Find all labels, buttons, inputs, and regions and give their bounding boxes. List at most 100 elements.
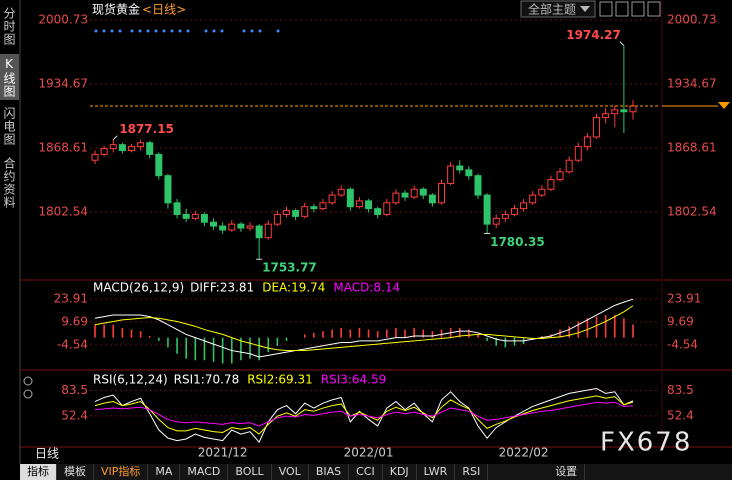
candle-body <box>419 188 427 196</box>
tab[interactable]: KDJ <box>383 464 417 480</box>
candle-body <box>273 213 281 225</box>
legend-title: 现货黄金 <box>92 2 140 17</box>
dropdown-icon[interactable] <box>580 6 590 12</box>
tab[interactable]: LWR <box>417 464 456 480</box>
legend-entry: MACD:8.14 <box>333 281 400 295</box>
y-tick-label: 1868.61 <box>667 140 717 154</box>
tab[interactable]: 模板 <box>57 464 94 480</box>
tab[interactable]: 指标 <box>20 464 57 480</box>
tab[interactable]: BIAS <box>309 464 350 480</box>
candle-body <box>310 206 318 210</box>
candle-body <box>164 175 172 204</box>
candle-body <box>182 213 190 219</box>
x-tick-label: 2022/01 <box>344 446 394 460</box>
tab[interactable]: MACD <box>180 464 229 480</box>
y-tick-label: 83.5 <box>61 383 88 397</box>
candle-body <box>191 213 199 219</box>
tool-icon[interactable] <box>615 1 629 17</box>
candle-body <box>137 142 145 148</box>
legend-entry: RSI2:69.31 <box>247 373 313 387</box>
candle-body <box>392 192 400 204</box>
candle-body <box>465 169 473 177</box>
candle-body <box>100 148 108 155</box>
candle-body <box>401 192 409 198</box>
candle-body <box>282 210 290 215</box>
y-tick-label: 52.4 <box>667 408 694 422</box>
candle-body <box>109 144 117 150</box>
candle-body <box>520 202 528 210</box>
y-tick-label: 1868.61 <box>38 140 88 154</box>
theme-button-label[interactable]: 全部主题 <box>528 2 576 17</box>
indicator-line <box>94 395 634 435</box>
candle-body <box>510 208 518 215</box>
tab[interactable]: VOL <box>272 464 309 480</box>
candle-body <box>219 225 227 231</box>
candle-body <box>383 202 391 215</box>
candle-body <box>210 221 218 227</box>
candle-body <box>118 144 126 152</box>
panel-icon[interactable] <box>23 376 33 386</box>
tab[interactable]: BOLL <box>228 464 272 480</box>
candle-body <box>492 217 500 225</box>
panel-icon[interactable] <box>23 389 33 399</box>
legend-entry: DIFF:23.81 <box>190 281 254 295</box>
y-tick-label: 9.69 <box>61 314 88 328</box>
candle-body <box>529 194 537 204</box>
y-tick-label: 1802.54 <box>667 204 717 218</box>
legend-entry: RSI1:70.78 <box>174 373 240 387</box>
tab[interactable]: CCI <box>349 464 383 480</box>
candle-body <box>91 153 99 161</box>
tool-icon[interactable] <box>647 1 661 17</box>
theme-button[interactable] <box>520 0 596 18</box>
tab[interactable]: 设置 <box>548 464 586 480</box>
y-tick-label: 52.4 <box>61 408 88 422</box>
period-label[interactable]: 日线 <box>35 447 59 461</box>
sidebar-item[interactable]: K线图 <box>0 54 19 100</box>
candle-body <box>565 159 573 173</box>
tab[interactable]: MA <box>148 464 181 480</box>
watermark: FX678 <box>600 428 692 458</box>
tab[interactable]: RSI <box>455 464 489 480</box>
tool-icon[interactable] <box>599 1 613 17</box>
candle-body <box>237 223 245 229</box>
tab[interactable]: VIP指标 <box>94 464 149 480</box>
candle-body <box>483 194 491 225</box>
signal-dots <box>94 29 280 33</box>
sidebar-item[interactable]: 闪电图 <box>2 106 16 146</box>
candle-body <box>301 206 309 217</box>
sidebar-item[interactable]: 合约资料 <box>2 157 16 209</box>
indicator-tabs: 指标 模板 VIP指标 MA MACD BOLL VOL BIAS CCI KD… <box>20 464 732 480</box>
low-annotation: 1753.77 <box>262 261 317 275</box>
legend-title: RSI(6,12,24) <box>93 373 168 387</box>
candle-body <box>127 146 135 152</box>
candle-body <box>346 188 354 208</box>
annotation-leader <box>619 41 625 46</box>
y-tick-label: 9.69 <box>667 314 694 328</box>
candle-body <box>620 109 628 113</box>
candle-body <box>438 182 446 204</box>
candle-body <box>629 105 637 113</box>
candle-body <box>538 188 546 196</box>
candle-body <box>428 194 436 204</box>
y-tick-label: 1802.54 <box>38 204 88 218</box>
tool-icon[interactable] <box>631 1 645 17</box>
candle-body <box>200 213 208 223</box>
candle-body <box>447 165 455 184</box>
candle-body <box>328 194 336 204</box>
x-tick-label: 2022/02 <box>499 446 549 460</box>
candle-body <box>365 200 373 210</box>
candle-body <box>410 188 418 198</box>
y-tick-label: 83.5 <box>667 383 694 397</box>
candle-body <box>337 188 345 196</box>
candle-body <box>456 165 464 171</box>
indicator-line <box>94 305 634 352</box>
sidebar-item[interactable]: 分时图 <box>2 6 16 46</box>
y-tick-label: 23.91 <box>54 292 88 306</box>
candle-body <box>547 179 555 190</box>
legend-title: MACD(26,12,9) <box>93 281 184 295</box>
candle-body <box>355 200 363 208</box>
y-tick-label: 2000.73 <box>38 12 88 26</box>
candle-body <box>228 223 236 231</box>
